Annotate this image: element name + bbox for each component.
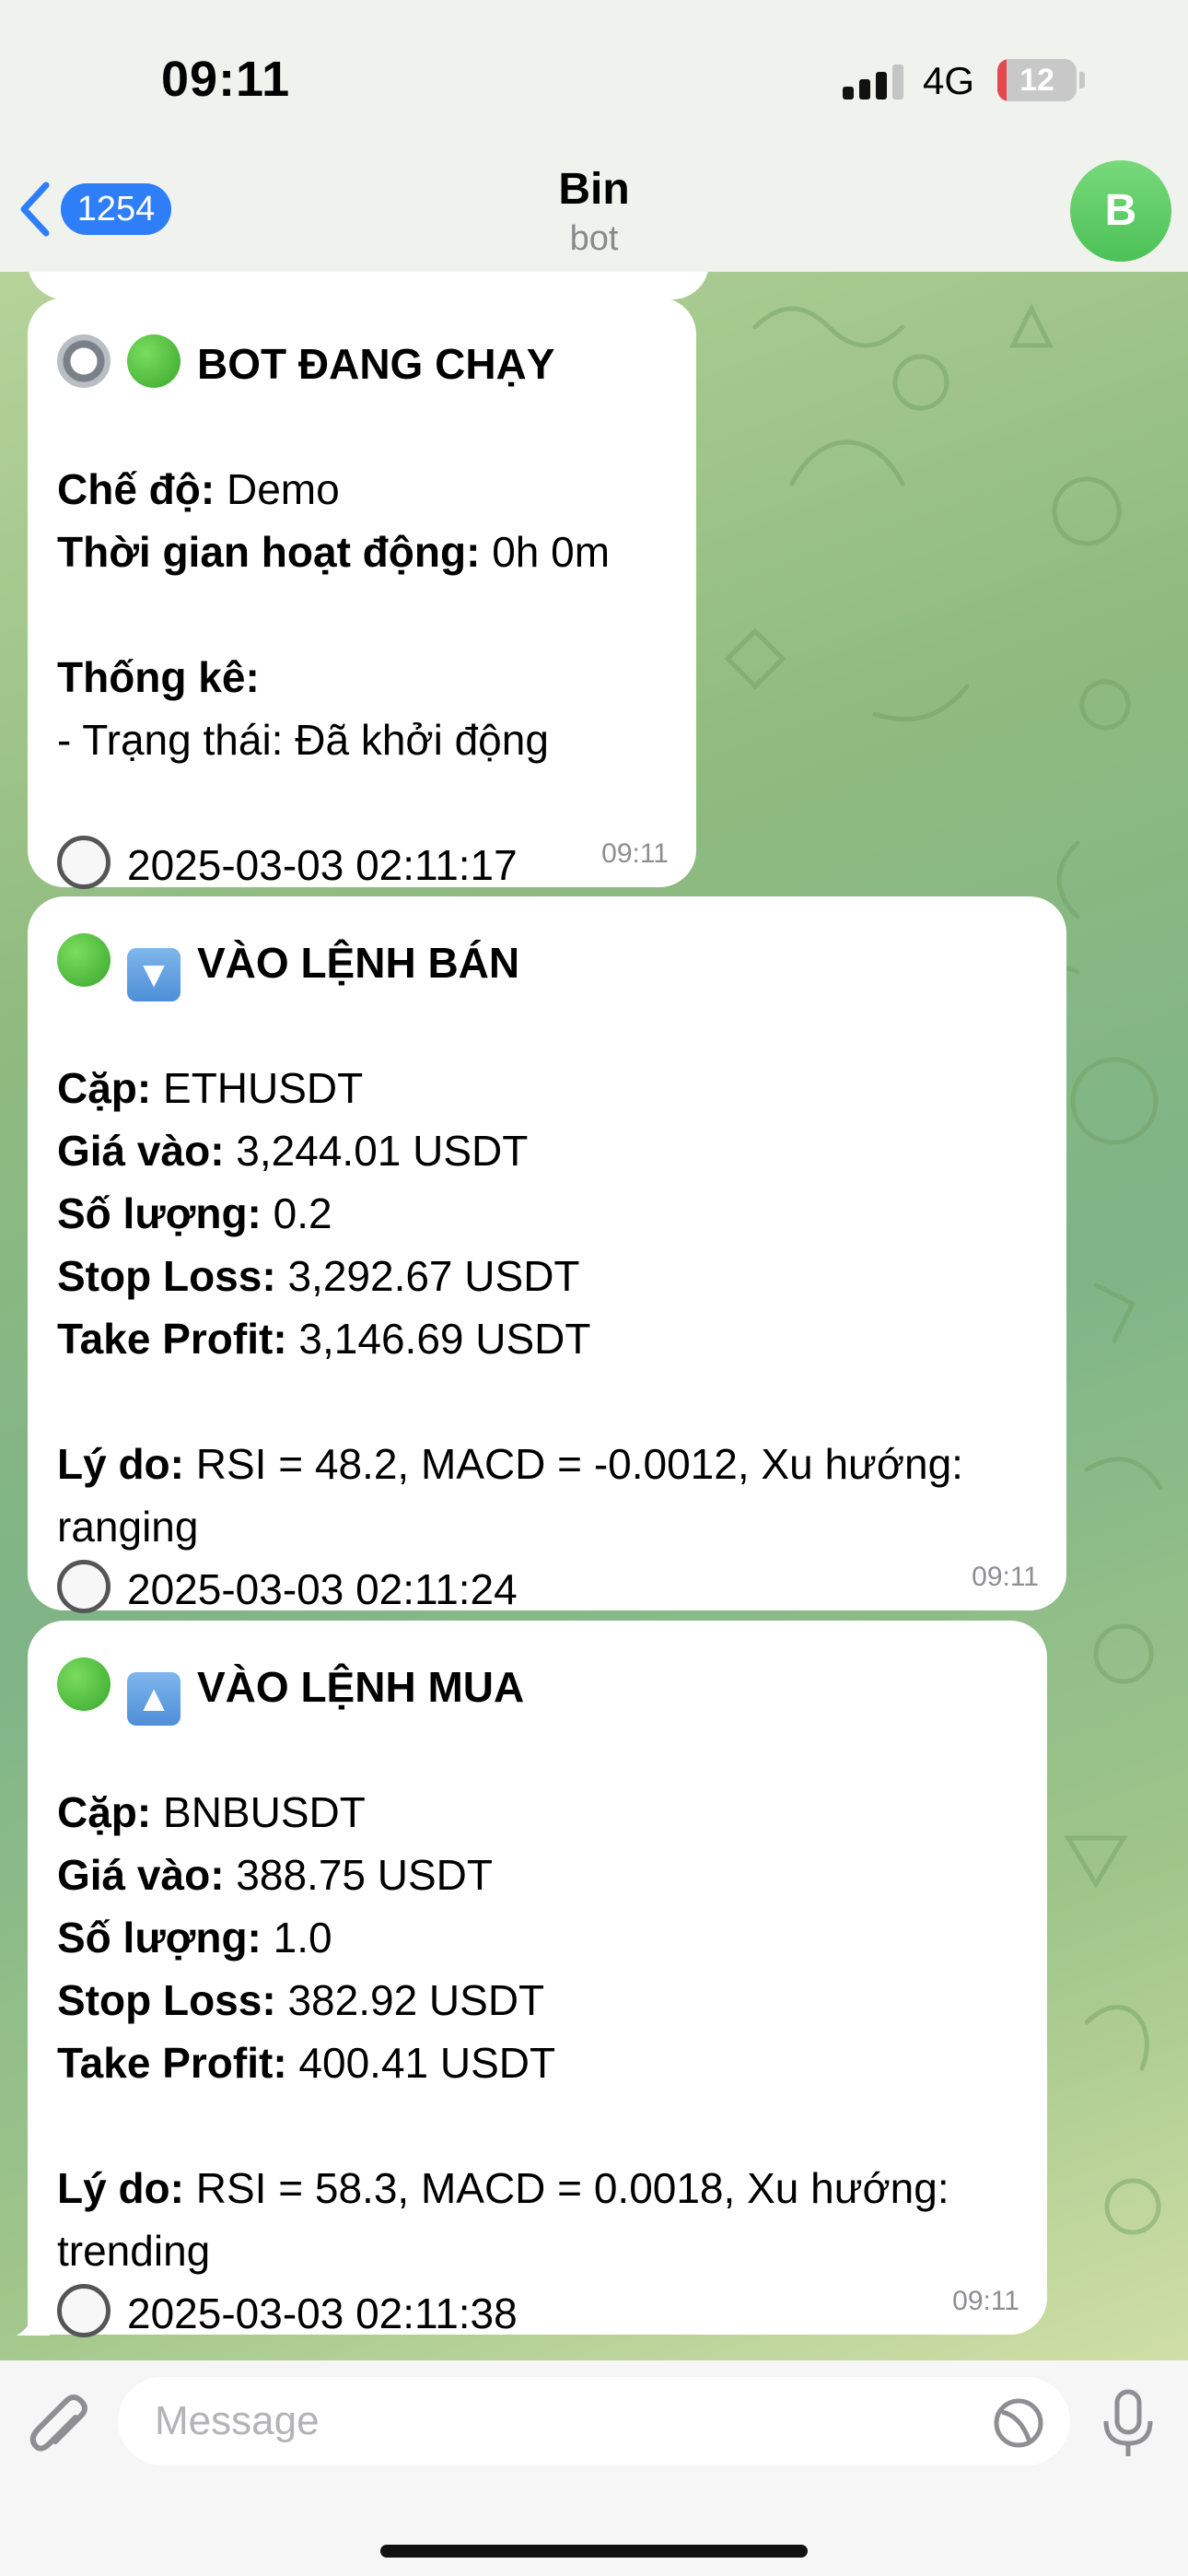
field-label: Giá vào: <box>57 1851 225 1899</box>
message-title: BOT ĐANG CHẠY <box>197 340 555 388</box>
status-bar: 09:11 4G 12 <box>0 0 1188 157</box>
attach-icon[interactable] <box>28 2390 92 2464</box>
pair-value: BNBUSDT <box>163 1788 366 1836</box>
chat-header: 1254 Bin bot B <box>0 157 1188 272</box>
message-time: 09:11 <box>972 1562 1039 1592</box>
pair-value: ETHUSDT <box>163 1064 364 1112</box>
up-arrow-icon: ▲ <box>127 1672 181 1726</box>
message-time: 09:11 <box>601 838 669 869</box>
field-label: Số lượng: <box>57 1189 262 1237</box>
message-timestamp: 2025-03-03 02:11:38 <box>127 2289 518 2337</box>
field-label: Thời gian hoạt động: <box>57 528 481 576</box>
entry-value: 388.75 USDT <box>236 1851 493 1899</box>
message-bubble[interactable]: BOT ĐANG CHẠY Chế độ: Demo Thời gian hoạ… <box>28 298 696 889</box>
stopwatch-icon <box>57 836 111 889</box>
message-bubble[interactable]: ▲ VÀO LỆNH MUA Cặp: BNBUSDT Giá vào: 388.… <box>28 1621 1047 2337</box>
down-arrow-icon: ▼ <box>127 948 181 1001</box>
take-profit-value: 3,146.69 USDT <box>298 1315 591 1363</box>
field-label: Lý do: <box>57 2164 184 2212</box>
uptime-value: 0h 0m <box>492 528 611 576</box>
message-time: 09:11 <box>952 2286 1019 2316</box>
chat-title-area[interactable]: Bin bot <box>0 162 1188 260</box>
green-circle-icon <box>57 1657 111 1711</box>
message-timestamp: 2025-03-03 02:11:17 <box>127 841 518 889</box>
message-bubble[interactable]: ▼ VÀO LỆNH BÁN Cặp: ETHUSDT Giá vào: 3,24… <box>28 896 1066 1613</box>
unread-count-badge: 1254 <box>61 183 171 235</box>
field-label: Chế độ: <box>57 465 215 513</box>
chevron-left-icon <box>20 181 50 237</box>
field-label: Take Profit: <box>57 2039 287 2087</box>
status-time: 09:11 <box>161 52 291 107</box>
message-timestamp: 2025-03-03 02:11:24 <box>127 1565 518 1613</box>
quantity-value: 1.0 <box>273 1914 332 1961</box>
field-label: Giá vào: <box>57 1127 225 1175</box>
chat-area[interactable]: BOT ĐANG CHẠY Chế độ: Demo Thời gian hoạ… <box>0 272 1188 2360</box>
stats-label: Thống kê: <box>57 653 260 701</box>
stop-loss-value: 382.92 USDT <box>287 1976 545 2024</box>
mode-value: Demo <box>226 465 340 513</box>
green-circle-icon <box>57 933 111 987</box>
field-label: Stop Loss: <box>57 1252 276 1300</box>
chat-title: Bin <box>558 165 630 214</box>
avatar[interactable]: B <box>1070 160 1171 262</box>
back-button[interactable]: 1254 <box>17 177 171 241</box>
previous-message-bubble <box>28 272 709 299</box>
battery-level: 12 <box>1019 63 1054 98</box>
field-label: Lý do: <box>57 1440 184 1488</box>
stopwatch-icon <box>57 1560 111 1613</box>
gear-icon <box>57 334 111 388</box>
stats-line: - Trạng thái: Đã khởi động <box>57 716 549 764</box>
input-bar <box>0 2360 1188 2576</box>
battery-cap <box>1079 72 1085 88</box>
take-profit-value: 400.41 USDT <box>298 2039 556 2087</box>
home-indicator[interactable] <box>380 2545 808 2558</box>
reason-value: RSI = 58.3, MACD = 0.0018, Xu hướng: tre… <box>57 2164 949 2275</box>
field-label: Take Profit: <box>57 1315 287 1363</box>
microphone-icon[interactable] <box>1101 2388 1156 2460</box>
green-circle-icon <box>127 334 181 388</box>
message-title: VÀO LỆNH BÁN <box>197 939 520 987</box>
stop-loss-value: 3,292.67 USDT <box>287 1252 580 1300</box>
reason-value: RSI = 48.2, MACD = -0.0012, Xu hướng: ra… <box>57 1440 963 1551</box>
quantity-value: 0.2 <box>273 1189 332 1237</box>
field-label: Cặp: <box>57 1064 152 1112</box>
stopwatch-icon <box>57 2284 111 2337</box>
entry-value: 3,244.01 USDT <box>236 1127 529 1175</box>
chat-subtitle: bot <box>569 219 619 258</box>
field-label: Số lượng: <box>57 1914 262 1961</box>
network-type: 4G <box>923 59 975 102</box>
sticker-icon[interactable] <box>993 2397 1044 2449</box>
message-title: VÀO LỆNH MUA <box>197 1663 525 1711</box>
battery-icon: 12 <box>997 59 1077 101</box>
field-label: Cặp: <box>57 1788 152 1836</box>
field-label: Stop Loss: <box>57 1976 276 2024</box>
signal-icon <box>843 63 903 100</box>
bubble-tail <box>17 2302 50 2336</box>
message-input[interactable] <box>118 2377 1070 2465</box>
battery-fill <box>997 59 1007 101</box>
